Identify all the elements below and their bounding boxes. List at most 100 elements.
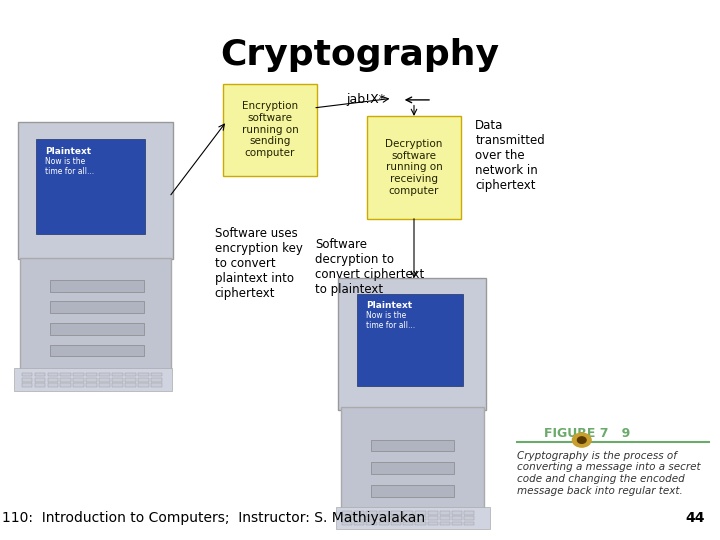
FancyBboxPatch shape [357, 294, 463, 386]
Bar [354, 522, 364, 525]
Bar [48, 383, 58, 387]
Bar [48, 378, 58, 382]
Text: Plaintext: Plaintext [45, 147, 91, 156]
Text: Now is the
time for all...: Now is the time for all... [45, 157, 94, 176]
Bar [35, 383, 45, 387]
Text: FIGURE 7   9: FIGURE 7 9 [544, 427, 630, 440]
Bar [112, 383, 123, 387]
Bar [440, 511, 450, 515]
Bar [86, 378, 97, 382]
Text: Data
transmitted
over the
network in
ciphertext: Data transmitted over the network in cip… [475, 119, 545, 192]
Bar [464, 516, 474, 520]
FancyBboxPatch shape [341, 407, 484, 509]
Bar [371, 462, 454, 474]
Text: Plaintext: Plaintext [366, 301, 412, 310]
Bar [391, 511, 401, 515]
FancyBboxPatch shape [223, 84, 317, 176]
Bar [354, 511, 364, 515]
Bar [415, 511, 426, 515]
Bar [428, 516, 438, 520]
Bar [22, 373, 32, 376]
Bar [342, 522, 352, 525]
Bar [138, 373, 149, 376]
Text: Cryptography: Cryptography [220, 38, 500, 72]
Bar [151, 373, 162, 376]
Bar [125, 378, 136, 382]
Bar [403, 522, 413, 525]
Bar [391, 522, 401, 525]
Bar [50, 301, 144, 313]
Bar [379, 522, 389, 525]
Bar [342, 511, 352, 515]
Bar [371, 440, 454, 451]
Bar [342, 516, 352, 520]
Bar [50, 323, 144, 335]
Bar [112, 373, 123, 376]
Bar [138, 383, 149, 387]
Bar [112, 378, 123, 382]
Bar [22, 383, 32, 387]
Bar [379, 516, 389, 520]
Bar [35, 378, 45, 382]
FancyBboxPatch shape [367, 116, 461, 219]
Text: 44: 44 [685, 511, 705, 525]
Bar [366, 516, 377, 520]
Bar [464, 511, 474, 515]
Bar [379, 511, 389, 515]
Bar [138, 378, 149, 382]
Bar [60, 378, 71, 382]
Bar [60, 373, 71, 376]
FancyBboxPatch shape [14, 368, 172, 391]
Bar [403, 511, 413, 515]
Bar [73, 378, 84, 382]
FancyBboxPatch shape [36, 139, 145, 234]
Bar [99, 383, 110, 387]
FancyBboxPatch shape [20, 258, 171, 371]
Text: Software
decryption to
convert ciphertext
to plaintext: Software decryption to convert ciphertex… [315, 238, 425, 295]
Bar [371, 485, 454, 497]
Bar [452, 522, 462, 525]
Text: Now is the
time for all...: Now is the time for all... [366, 310, 415, 330]
Bar [60, 383, 71, 387]
FancyBboxPatch shape [336, 507, 490, 529]
Bar [366, 522, 377, 525]
Bar [415, 516, 426, 520]
Circle shape [577, 437, 586, 443]
Bar [48, 373, 58, 376]
Bar [440, 516, 450, 520]
Bar [391, 516, 401, 520]
Bar [366, 511, 377, 515]
Bar [125, 383, 136, 387]
Bar [452, 516, 462, 520]
Bar [73, 383, 84, 387]
Bar [151, 378, 162, 382]
Bar [151, 383, 162, 387]
Bar [428, 522, 438, 525]
Text: Decryption
software
running on
receiving
computer: Decryption software running on receiving… [385, 139, 443, 195]
Bar [452, 511, 462, 515]
Text: Cryptography is the process of
converting a message into a secret
code and chang: Cryptography is the process of convertin… [517, 451, 701, 496]
Text: MSIS 110:  Introduction to Computers;  Instructor: S. Mathiyalakan: MSIS 110: Introduction to Computers; Ins… [0, 511, 425, 525]
Bar [464, 522, 474, 525]
Bar [86, 373, 97, 376]
Bar [354, 516, 364, 520]
Text: jab!X*: jab!X* [346, 93, 385, 106]
FancyBboxPatch shape [18, 122, 173, 259]
FancyBboxPatch shape [338, 278, 486, 410]
Bar [440, 522, 450, 525]
Bar [99, 378, 110, 382]
Bar [35, 373, 45, 376]
Bar [125, 373, 136, 376]
Bar [428, 511, 438, 515]
Bar [50, 345, 144, 356]
Bar [99, 373, 110, 376]
Bar [403, 516, 413, 520]
Bar [50, 280, 144, 292]
Bar [86, 383, 97, 387]
Text: Software uses
encryption key
to convert
plaintext into
ciphertext: Software uses encryption key to convert … [215, 227, 302, 300]
Bar [22, 378, 32, 382]
Bar [415, 522, 426, 525]
Circle shape [572, 433, 591, 447]
Bar [73, 373, 84, 376]
Text: Encryption
software
running on
sending
computer: Encryption software running on sending c… [242, 102, 298, 158]
